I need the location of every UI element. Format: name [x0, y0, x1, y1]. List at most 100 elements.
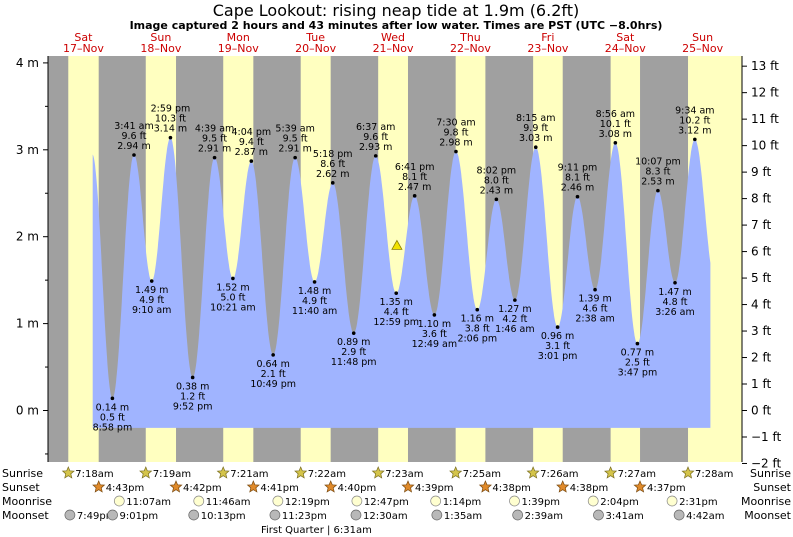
tide-extreme-label: 3.1 ft — [545, 341, 570, 352]
sunset-time: 4:38pm — [492, 483, 531, 494]
tide-extreme-label: 8:15 am — [516, 113, 555, 124]
tide-extreme-label: 2.93 m — [359, 142, 392, 153]
high-tide-point — [293, 155, 297, 160]
sunrise-time: 7:22am — [308, 469, 346, 480]
sunset-icon — [633, 480, 647, 493]
moonset-icon — [593, 509, 604, 521]
tide-extreme-label: 12:59 pm — [373, 317, 419, 328]
tide-extreme-label: 9.8 ft — [443, 128, 468, 139]
sunrise-time: 7:19am — [153, 469, 191, 480]
moonrise-time: 11:46am — [206, 497, 251, 508]
tide-extreme-label: 2.5 ft — [625, 358, 650, 369]
tide-extreme-label: 9.4 ft — [239, 137, 264, 148]
right-axis-tick-label: 8 ft — [751, 192, 771, 206]
tide-extreme-label: 4:04 pm — [232, 127, 272, 138]
tide-extreme-label: 1.48 m — [298, 286, 331, 297]
high-tide-point — [373, 154, 378, 158]
high-tide-point — [249, 159, 254, 163]
tide-extreme-label: 4:39 am — [195, 124, 234, 135]
sunrise-time: 7:18am — [75, 469, 113, 480]
right-axis-tick-label: 6 ft — [751, 245, 771, 259]
tide-extreme-label: 2.47 m — [398, 182, 431, 193]
day-name-label: Mon — [227, 31, 250, 44]
tide-extreme-label: 3:26 am — [655, 307, 694, 318]
tide-extreme-label: 0.38 m — [176, 381, 209, 392]
moonset-time: 3:41am — [605, 511, 643, 522]
tide-extreme-label: 3.14 m — [154, 124, 187, 135]
sunset-time: 4:40pm — [338, 483, 377, 494]
tide-extreme-label: 12:49 am — [412, 339, 457, 350]
moonset-time: 9:01pm — [120, 511, 159, 522]
tide-extreme-label: 5:18 pm — [313, 149, 353, 160]
moonrise-row-label-right: Moonrise — [741, 495, 791, 508]
tide-extreme-label: 2.94 m — [117, 141, 150, 152]
tide-extreme-label: 0.5 ft — [100, 412, 125, 423]
left-axis-tick-label: 0 m — [16, 404, 39, 418]
tide-extreme-label: 4.8 ft — [663, 297, 688, 308]
tide-extreme-label: 8.3 ft — [645, 167, 670, 178]
tide-extreme-label: 1.49 m — [135, 285, 168, 296]
moonrise-icon — [509, 495, 520, 507]
right-axis-tick-label: 5 ft — [751, 271, 771, 285]
moonset-time: 4:42am — [686, 511, 724, 522]
sunrise-icon — [61, 466, 75, 479]
low-tide-point — [475, 307, 480, 312]
moonrise-time: 2:31pm — [679, 497, 718, 508]
tide-extreme-label: 2.53 m — [641, 177, 674, 188]
high-tide-point — [132, 153, 136, 157]
tide-extreme-label: 4.4 ft — [384, 307, 409, 318]
tide-extreme-label: 0.64 m — [256, 359, 289, 370]
tide-extreme-label: 10.2 ft — [679, 115, 710, 126]
tide-extreme-label: 1.16 m — [461, 314, 494, 325]
day-name-label: Sun — [692, 31, 713, 44]
sunrise-time: 7:27am — [618, 469, 656, 480]
tide-extreme-label: 4.2 ft — [502, 314, 527, 325]
tide-extreme-label: 8.1 ft — [402, 172, 427, 183]
tide-extreme-label: 11:40 am — [292, 306, 337, 317]
day-name-label: Tue — [305, 31, 325, 44]
tide-extreme-label: 10:07 pm — [635, 157, 681, 168]
chart-title: Cape Lookout: rising neap tide at 1.9m (… — [213, 1, 580, 20]
sunset-time: 4:37pm — [647, 483, 686, 494]
right-axis-tick-label: 4 ft — [751, 298, 771, 312]
moonrise-time: 12:47pm — [364, 497, 409, 508]
moonset-time: 11:23pm — [282, 511, 327, 522]
sunrise-row-label-left: Sunrise — [2, 467, 43, 480]
tide-extreme-label: 1.39 m — [578, 294, 611, 305]
moonset-icon — [107, 509, 118, 521]
high-tide-point — [454, 149, 458, 154]
moonrise-time: 2:04pm — [600, 497, 639, 508]
sunrise-time: 7:23am — [385, 469, 423, 480]
tide-extreme-label: 2.1 ft — [261, 369, 286, 380]
moonset-icon — [512, 509, 524, 521]
sunset-row-label-left: Sunset — [2, 481, 40, 494]
moonset-time: 1:35am — [444, 511, 482, 522]
high-tide-point — [693, 137, 697, 142]
tide-extreme-label: 2:59 pm — [151, 104, 191, 115]
tide-extreme-label: 0.77 m — [621, 348, 654, 359]
tide-extreme-label: 2.91 m — [278, 144, 311, 155]
sunset-row-label-right: Sunset — [753, 481, 791, 494]
moonset-time: 7:49pm — [77, 511, 116, 522]
sunrise-icon — [294, 466, 308, 479]
moonrise-icon — [113, 495, 125, 507]
moonset-icon — [188, 509, 200, 521]
low-tide-point — [351, 331, 356, 335]
sunrise-icon — [604, 466, 618, 479]
moonset-icon — [431, 509, 443, 521]
tide-extreme-label: 1.52 m — [216, 282, 249, 293]
moonrise-row-label-left: Moonrise — [2, 495, 52, 508]
tide-extreme-label: 9.5 ft — [283, 134, 308, 145]
tide-extreme-label: 8.6 ft — [320, 159, 345, 170]
tide-extreme-label: 9.9 ft — [523, 123, 548, 134]
right-axis-tick-label: −2 ft — [751, 456, 782, 470]
left-axis-tick-label: 1 m — [16, 317, 39, 331]
tide-extreme-label: 7:30 am — [436, 118, 475, 129]
sunset-icon — [478, 480, 492, 493]
tide-extreme-label: 8:02 pm — [477, 165, 517, 176]
tide-extreme-label: 1.35 m — [380, 297, 413, 308]
right-axis-tick-label: 0 ft — [751, 404, 771, 418]
tide-extreme-label: 3.03 m — [519, 133, 552, 144]
current-tide-marker — [391, 239, 403, 250]
sunset-icon — [324, 480, 338, 493]
